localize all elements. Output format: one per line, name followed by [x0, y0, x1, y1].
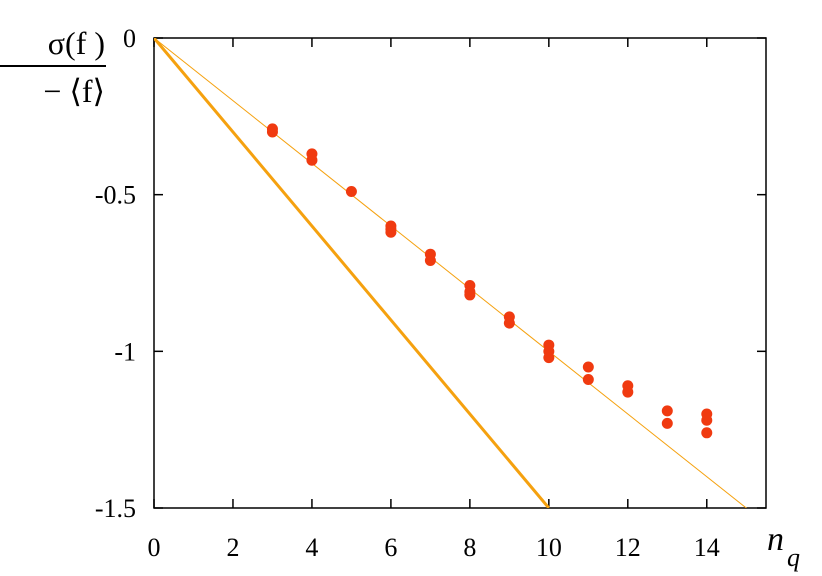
data-point	[266, 126, 278, 138]
data-point	[345, 186, 357, 198]
x-axis-label: n q	[767, 521, 800, 572]
data-point	[582, 374, 594, 386]
data-point	[622, 386, 634, 398]
y-tick-label: -1	[114, 337, 136, 366]
y-axis-label: σ(f ) − ⟨f⟩	[0, 25, 106, 109]
data-point	[503, 317, 515, 329]
x-tick-label: 2	[226, 533, 239, 562]
y-tick-label: -0.5	[95, 181, 136, 210]
y-axis-label-numerator: σ(f )	[48, 25, 105, 61]
data-marks	[154, 38, 748, 508]
plot-area	[153, 37, 767, 509]
x-tick-label: 10	[536, 533, 562, 562]
x-tick-label: 12	[615, 533, 641, 562]
tick-labels: 0 2 4 6 8 10 12 14 0 -0.5 -1 -1.5	[95, 24, 720, 562]
x-tick-label: 8	[463, 533, 476, 562]
x-axis-label-main: n	[767, 521, 784, 558]
y-tick-label: -1.5	[95, 494, 136, 523]
x-tick-label: 14	[694, 533, 720, 562]
data-point	[543, 352, 555, 364]
tick-marks	[153, 37, 766, 509]
x-tick-label: 4	[305, 533, 318, 562]
data-point	[464, 289, 476, 301]
x-axis-label-subscript: q	[787, 543, 800, 572]
data-point	[661, 417, 673, 429]
x-tick-label: 6	[384, 533, 397, 562]
y-axis-label-denominator: − ⟨f⟩	[43, 73, 105, 109]
plot-frame	[153, 37, 767, 509]
fit-line-thin	[154, 38, 748, 508]
data-point	[701, 427, 713, 439]
data-point	[424, 254, 436, 266]
data-point	[582, 361, 594, 373]
y-tick-label: 0	[123, 24, 136, 53]
data-point	[306, 154, 318, 166]
reference-line-thick	[154, 38, 550, 508]
data-point	[661, 405, 673, 417]
data-point	[701, 414, 713, 426]
data-point	[385, 226, 397, 238]
x-tick-label: 0	[148, 533, 161, 562]
